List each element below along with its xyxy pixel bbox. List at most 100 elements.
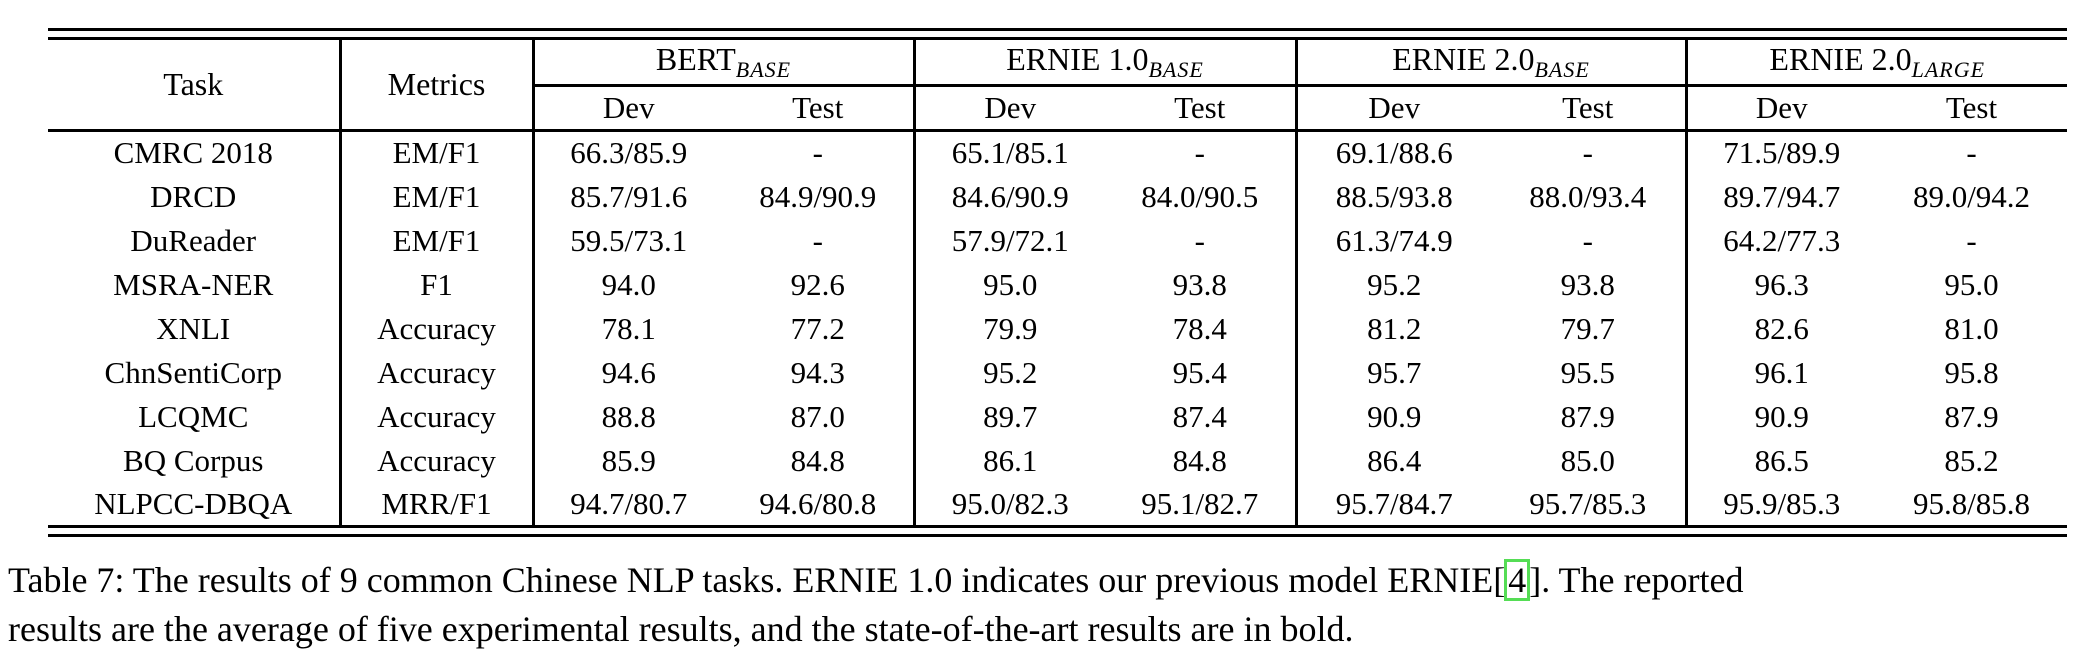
metric-cell: Accuracy — [340, 438, 535, 483]
value-cell: 84.9/90.9 — [723, 174, 916, 219]
table-row: LCQMC Accuracy 88.8 87.0 89.7 87.4 90.9 87.9 90.… — [48, 394, 2067, 439]
value-cell: 69.1/88.6 — [1335, 135, 1453, 171]
value-cell: - — [1105, 218, 1298, 263]
value-cell: 93.8 — [1491, 262, 1688, 307]
metric-cell: EM/F1 — [340, 130, 535, 175]
value-cell: 82.6 — [1754, 310, 1809, 346]
dev-header: Dev — [1686, 85, 1876, 132]
value-cell: 95.9/85.3 — [1723, 485, 1841, 521]
value-cell: - — [1966, 222, 1977, 258]
metric-cell: EM/F1 — [340, 174, 535, 219]
value-cell: 84.0/90.5 — [1105, 174, 1298, 219]
model-name: ERNIE 1.0 — [1006, 41, 1149, 77]
value-cell: 78.1 — [601, 310, 656, 346]
metric-cell: EM/F1 — [340, 218, 535, 263]
task-cell: DuReader — [48, 218, 342, 263]
metric-cell: MRR/F1 — [340, 482, 535, 527]
value-cell: 59.5/73.1 — [570, 222, 688, 258]
value-cell: 87.9 — [1944, 398, 1999, 434]
value-cell: 84.8 — [1105, 438, 1298, 483]
results-table: Task Metrics BERTBASE ERNIE 1.0BASE ERNI… — [48, 28, 2067, 537]
task-cell: ChnSentiCorp — [48, 350, 342, 395]
value-cell: 88.5/93.8 — [1335, 178, 1453, 214]
value-cell: 79.7 — [1491, 306, 1688, 351]
task-cell: DRCD — [48, 174, 342, 219]
value-cell: 88.0/93.4 — [1491, 174, 1688, 219]
value-cell: 85.9 — [601, 442, 656, 478]
value-cell: 77.2 — [723, 306, 916, 351]
model-name: ERNIE 2.0 — [1769, 41, 1912, 77]
table-row: NLPCC-DBQA MRR/F1 94.7/80.7 94.6/80.8 95.0/8… — [48, 482, 2067, 527]
metrics-column-header: Metrics — [340, 38, 535, 132]
value-cell: 95.8 — [1944, 354, 1999, 390]
value-cell: 95.0/82.3 — [951, 485, 1069, 521]
value-cell: 96.1 — [1754, 354, 1809, 390]
table-row: DRCD EM/F1 85.7/91.6 84.9/90.9 84.6/90.9 84.0… — [48, 174, 2067, 219]
value-cell: 95.2 — [983, 354, 1038, 390]
metric-cell: Accuracy — [340, 394, 535, 439]
dev-header: Dev — [1296, 85, 1491, 132]
table-row: CMRC 2018 EM/F1 66.3/85.9-65.1/85.1-69.1/8… — [48, 130, 2067, 175]
citation-link[interactable]: 4 — [1504, 559, 1531, 601]
model-group-header-bert-base: BERTBASE — [533, 38, 916, 87]
value-cell: - — [1966, 135, 1977, 171]
caption-line1-post: ]. The reported — [1529, 560, 1744, 600]
table-row: MSRA-NER F1 94.0 92.6 95.0 93.8 95.2 93.8 96.3 95… — [48, 262, 2067, 307]
value-cell: 87.4 — [1105, 394, 1298, 439]
value-cell: - — [723, 218, 916, 263]
model-subscript: BASE — [735, 57, 792, 82]
value-cell: 89.7 — [983, 398, 1038, 434]
value-cell: 93.8 — [1105, 262, 1298, 307]
table-row: ChnSentiCorp Accuracy 94.6 94.3 95.2 95.4 95.7… — [48, 350, 2067, 395]
test-header: Test — [1105, 85, 1298, 132]
value-cell: 96.3 — [1754, 266, 1809, 302]
value-cell: 89.7/94.7 — [1723, 178, 1841, 214]
value-cell: 86.4 — [1367, 442, 1422, 478]
value-cell: 92.6 — [723, 262, 916, 307]
value-cell: 71.5/89.9 — [1723, 135, 1841, 171]
value-cell: 88.8 — [601, 398, 656, 434]
value-cell: 90.9 — [1367, 398, 1422, 434]
value-cell: 94.7/80.7 — [570, 485, 688, 521]
value-cell: 65.1/85.1 — [951, 135, 1069, 171]
task-cell: CMRC 2018 — [48, 130, 342, 175]
table-row: BQ Corpus Accuracy 85.9 84.8 86.1 84.8 86.4 85.… — [48, 438, 2067, 483]
table-row: XNLI Accuracy 78.1 77.2 79.9 78.4 81.2 79.7 82.6… — [48, 306, 2067, 351]
value-cell: - — [1491, 218, 1688, 263]
value-cell: 94.3 — [723, 350, 916, 395]
value-cell: 81.2 — [1367, 310, 1422, 346]
model-group-header-ernie10-base: ERNIE 1.0BASE — [914, 38, 1298, 87]
value-cell: 87.0 — [723, 394, 916, 439]
value-cell: 85.2 — [1944, 442, 1999, 478]
value-cell: 94.0 — [601, 266, 656, 302]
value-cell: - — [723, 130, 916, 175]
value-cell: 95.0 — [1944, 266, 1999, 302]
value-cell: 95.7 — [1367, 354, 1422, 390]
value-cell: 95.7/84.7 — [1335, 485, 1453, 521]
metric-cell: F1 — [340, 262, 535, 307]
value-cell: 84.8 — [723, 438, 916, 483]
test-header: Test — [723, 85, 916, 132]
dev-header: Dev — [914, 85, 1105, 132]
value-cell: 85.7/91.6 — [570, 178, 688, 214]
task-column-header: Task — [48, 38, 342, 132]
value-cell: 64.2/77.3 — [1723, 222, 1841, 258]
value-cell: 90.9 — [1754, 398, 1809, 434]
metric-cell: Accuracy — [340, 350, 535, 395]
caption-line1-pre: Table 7: The results of 9 common Chinese… — [8, 560, 1506, 600]
value-cell: 57.9/72.1 — [951, 222, 1069, 258]
value-cell: 79.9 — [983, 310, 1038, 346]
value-cell: 66.3/85.9 — [570, 135, 688, 171]
task-cell: LCQMC — [48, 394, 342, 439]
value-cell: 61.3/74.9 — [1335, 222, 1453, 258]
value-cell: 78.4 — [1105, 306, 1298, 351]
model-group-header-ernie20-base: ERNIE 2.0BASE — [1296, 38, 1688, 87]
table-caption: Table 7: The results of 9 common Chinese… — [8, 556, 2088, 654]
value-cell: 86.1 — [983, 442, 1038, 478]
model-subscript: BASE — [1534, 57, 1590, 82]
model-name: ERNIE 2.0 — [1392, 41, 1535, 77]
model-name: BERT — [655, 41, 736, 77]
value-cell: - — [1491, 130, 1688, 175]
value-cell: 86.5 — [1754, 442, 1809, 478]
value-cell: 95.2 — [1367, 266, 1422, 302]
